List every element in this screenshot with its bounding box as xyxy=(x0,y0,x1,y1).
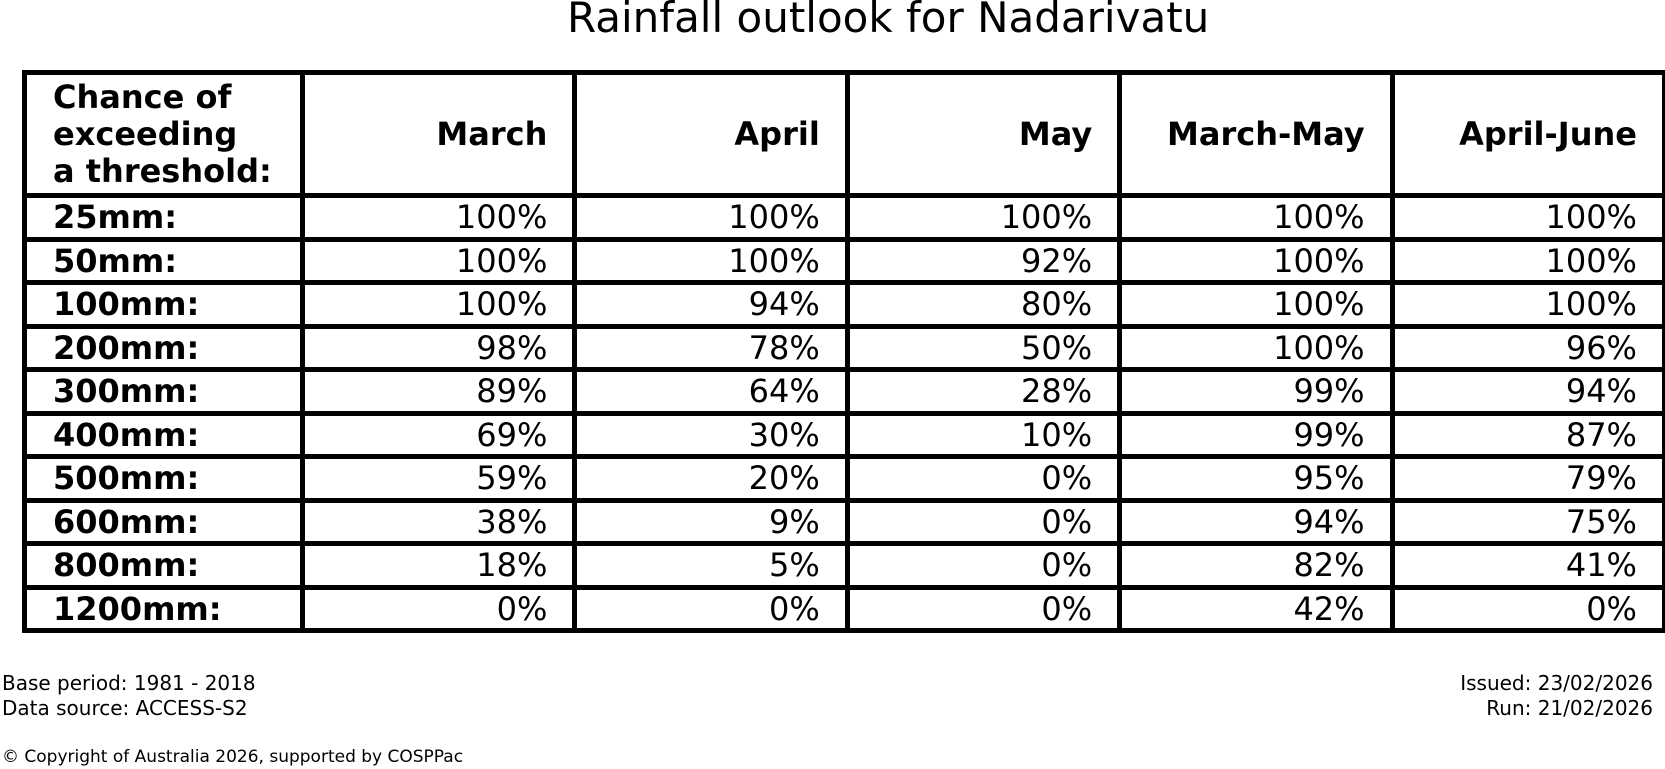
value-cell: 96% xyxy=(1389,323,1665,372)
row-label: 800mm: xyxy=(22,541,305,590)
column-header-april: April xyxy=(572,70,850,198)
value-cell: 82% xyxy=(1117,541,1395,590)
value-cell: 0% xyxy=(572,584,850,633)
value-cell: 0% xyxy=(844,584,1123,633)
table-row-800mm: 800mm: 18% 5% 0% 82% 41% xyxy=(22,541,1665,590)
value-cell: 100% xyxy=(572,193,850,242)
table-row-600mm: 600mm: 38% 9% 0% 94% 75% xyxy=(22,497,1665,546)
value-cell: 100% xyxy=(572,236,850,285)
row-label: 600mm: xyxy=(22,497,305,546)
row-label: 200mm: xyxy=(22,323,305,372)
table-row-300mm: 300mm: 89% 64% 28% 99% 94% xyxy=(22,367,1665,416)
value-cell: 94% xyxy=(1117,497,1395,546)
value-cell: 20% xyxy=(572,454,850,503)
value-cell: 28% xyxy=(844,367,1123,416)
row-label: 500mm: xyxy=(22,454,305,503)
value-cell: 59% xyxy=(299,454,578,503)
value-cell: 78% xyxy=(572,323,850,372)
footer-right-block: Issued: 23/02/2026 Run: 21/02/2026 xyxy=(1460,671,1653,721)
value-cell: 0% xyxy=(844,454,1123,503)
value-cell: 79% xyxy=(1389,454,1665,503)
value-cell: 100% xyxy=(299,280,578,329)
value-cell: 92% xyxy=(844,236,1123,285)
value-cell: 0% xyxy=(299,584,578,633)
value-cell: 75% xyxy=(1389,497,1665,546)
value-cell: 0% xyxy=(1389,584,1665,633)
issued-date-text: Issued: 23/02/2026 xyxy=(1460,671,1653,695)
row-label: 300mm: xyxy=(22,367,305,416)
row-label: 100mm: xyxy=(22,280,305,329)
value-cell: 95% xyxy=(1117,454,1395,503)
row-label: 25mm: xyxy=(22,193,305,242)
value-cell: 80% xyxy=(844,280,1123,329)
page-title: Rainfall outlook for Nadarivatu xyxy=(567,0,1210,42)
value-cell: 100% xyxy=(1389,236,1665,285)
value-cell: 69% xyxy=(299,410,578,459)
value-cell: 100% xyxy=(1389,193,1665,242)
value-cell: 100% xyxy=(299,236,578,285)
row-label: 400mm: xyxy=(22,410,305,459)
column-header-april-june: April-June xyxy=(1389,70,1665,198)
rainfall-outlook-table: Chance of exceeding a threshold: March A… xyxy=(22,70,1665,633)
footer-left-block: Base period: 1981 - 2018 Data source: AC… xyxy=(2,671,256,721)
value-cell: 100% xyxy=(1117,280,1395,329)
value-cell: 9% xyxy=(572,497,850,546)
value-cell: 10% xyxy=(844,410,1123,459)
value-cell: 99% xyxy=(1117,367,1395,416)
value-cell: 100% xyxy=(1117,236,1395,285)
value-cell: 100% xyxy=(844,193,1123,242)
copyright-text: © Copyright of Australia 2026, supported… xyxy=(2,747,464,767)
column-header-march-may: March-May xyxy=(1117,70,1395,198)
base-period-text: Base period: 1981 - 2018 xyxy=(2,671,256,695)
value-cell: 100% xyxy=(1117,193,1395,242)
value-cell: 0% xyxy=(844,497,1123,546)
table-row-400mm: 400mm: 69% 30% 10% 99% 87% xyxy=(22,410,1665,459)
value-cell: 64% xyxy=(572,367,850,416)
value-cell: 18% xyxy=(299,541,578,590)
table-row-500mm: 500mm: 59% 20% 0% 95% 79% xyxy=(22,454,1665,503)
row-label: 1200mm: xyxy=(22,584,305,633)
corner-header-line: a threshold: xyxy=(53,151,272,190)
table-row-50mm: 50mm: 100% 100% 92% 100% 100% xyxy=(22,236,1665,285)
corner-header-line: Chance of xyxy=(53,77,232,116)
table-header-row: Chance of exceeding a threshold: March A… xyxy=(22,70,1665,198)
value-cell: 0% xyxy=(844,541,1123,590)
value-cell: 50% xyxy=(844,323,1123,372)
value-cell: 100% xyxy=(1117,323,1395,372)
value-cell: 99% xyxy=(1117,410,1395,459)
column-header-march: March xyxy=(299,70,578,198)
value-cell: 100% xyxy=(299,193,578,242)
value-cell: 38% xyxy=(299,497,578,546)
value-cell: 41% xyxy=(1389,541,1665,590)
value-cell: 94% xyxy=(572,280,850,329)
value-cell: 5% xyxy=(572,541,850,590)
value-cell: 100% xyxy=(1389,280,1665,329)
table-row-1200mm: 1200mm: 0% 0% 0% 42% 0% xyxy=(22,584,1665,633)
table-row-25mm: 25mm: 100% 100% 100% 100% 100% xyxy=(22,193,1665,242)
value-cell: 89% xyxy=(299,367,578,416)
column-header-may: May xyxy=(844,70,1123,198)
value-cell: 42% xyxy=(1117,584,1395,633)
corner-header-cell: Chance of exceeding a threshold: xyxy=(22,70,305,198)
table-row-100mm: 100mm: 100% 94% 80% 100% 100% xyxy=(22,280,1665,329)
value-cell: 30% xyxy=(572,410,850,459)
value-cell: 87% xyxy=(1389,410,1665,459)
run-date-text: Run: 21/02/2026 xyxy=(1486,696,1653,720)
data-source-text: Data source: ACCESS-S2 xyxy=(2,696,248,720)
value-cell: 98% xyxy=(299,323,578,372)
value-cell: 94% xyxy=(1389,367,1665,416)
table-row-200mm: 200mm: 98% 78% 50% 100% 96% xyxy=(22,323,1665,372)
corner-header-line: exceeding xyxy=(53,114,238,153)
row-label: 50mm: xyxy=(22,236,305,285)
